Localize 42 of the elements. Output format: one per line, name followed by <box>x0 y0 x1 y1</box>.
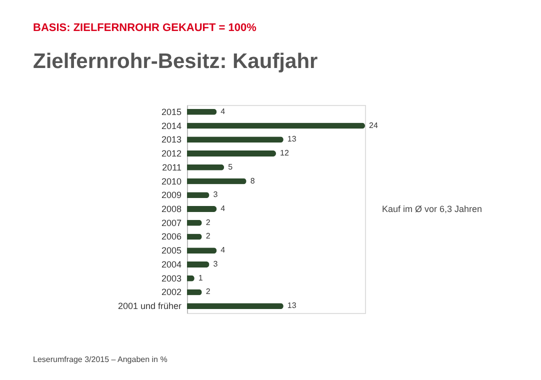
data-label: 13 <box>287 134 297 144</box>
data-label: 1 <box>198 273 204 282</box>
y-tick-label: 2003 <box>161 273 182 284</box>
bar <box>187 164 224 170</box>
data-label: 4 <box>220 246 226 255</box>
chart-title: Zielfernrohr-Besitz: Kaufjahr <box>33 50 318 73</box>
data-label: 3 <box>213 259 218 268</box>
data-label: 4 <box>220 204 226 213</box>
y-tick-label: 2011 <box>162 162 182 172</box>
y-tick-label: 2012 <box>161 148 182 159</box>
y-tick-label: 2014 <box>161 120 182 131</box>
bar <box>187 178 246 184</box>
data-label: 24 <box>369 120 378 130</box>
text: Kauf im Ø vor 6,3 Jahren <box>382 204 482 214</box>
bar <box>187 206 217 212</box>
text: Leserumfrage 3/2015 – Angaben in % <box>33 355 168 364</box>
bar <box>187 122 365 129</box>
bar <box>187 136 284 143</box>
chart-subtitle: BASIS: ZIELFERNROHR GEKAUFT = 100% <box>33 22 257 34</box>
data-label: 4 <box>220 106 226 116</box>
y-tick-label: 2013 <box>161 134 182 145</box>
data-label: 3 <box>213 190 218 200</box>
data-label: 2 <box>206 287 211 296</box>
data-label: 5 <box>228 162 234 172</box>
y-tick-label: 2004 <box>161 259 182 270</box>
data-label: 2 <box>206 232 211 241</box>
y-tick-label: 2007 <box>161 218 182 228</box>
y-tick-label: 2009 <box>161 190 182 200</box>
y-tick-label: 2008 <box>161 204 182 214</box>
data-label: 2 <box>206 218 211 227</box>
bar <box>187 150 276 157</box>
data-label: 8 <box>250 176 256 186</box>
y-tick-label: 2005 <box>161 246 182 256</box>
y-tick-label: 2002 <box>161 287 182 298</box>
y-tick-label: 2015 <box>161 106 182 117</box>
data-label: 13 <box>287 301 297 310</box>
data-label: 12 <box>280 148 290 158</box>
bar <box>187 303 284 310</box>
y-tick-label: 2001 und früher <box>118 301 182 312</box>
bar <box>187 261 210 268</box>
y-tick-label: 2006 <box>161 232 182 242</box>
y-tick-label: 2010 <box>161 176 182 186</box>
